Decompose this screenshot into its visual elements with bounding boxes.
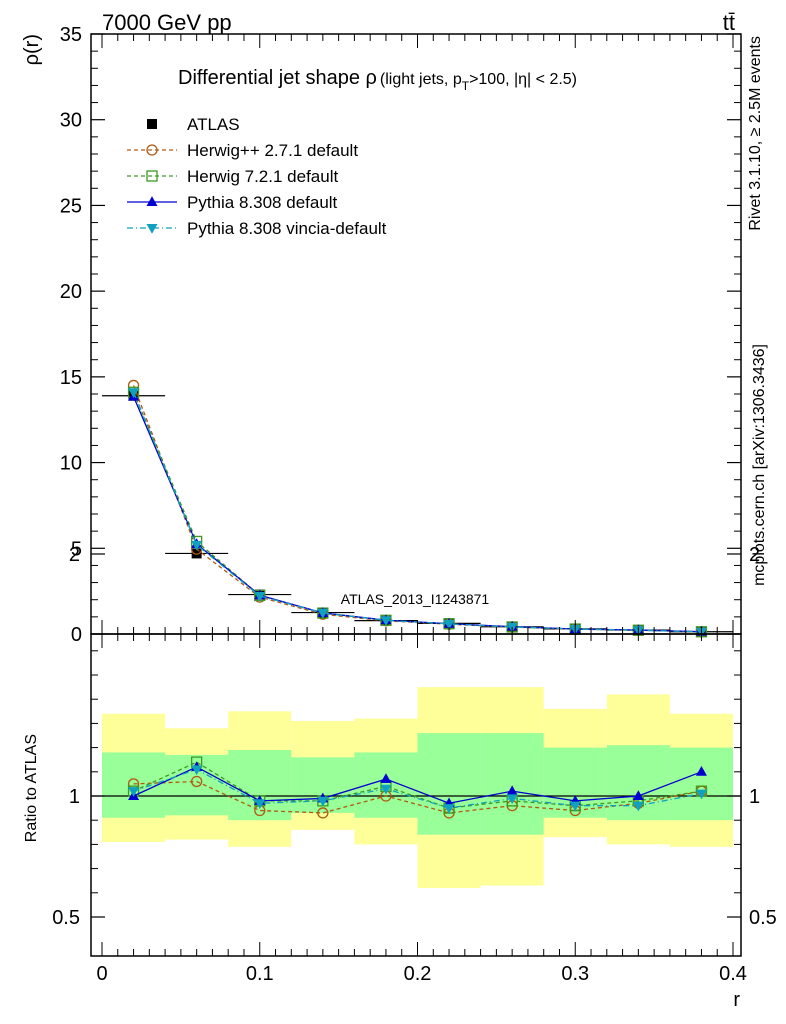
ratio-series-3-point-5 [443,804,455,814]
ratio-series-3-point-9 [695,789,707,800]
ratio-ytick-label-left-0: 0.5 [52,907,80,929]
legend-label-0: ATLAS [187,115,240,134]
ratio-series-3-point-8 [632,801,644,812]
ratio-series-0-point-3 [317,807,329,819]
ratio-series-2-point-6 [506,785,518,796]
ratio-series-line-3 [133,768,702,809]
legend-marker-4 [146,224,158,234]
ratio-series-3-point-3 [317,796,329,807]
mcplots-label: mcplots.cern.ch [arXiv:1306.3436] [751,344,768,586]
ratio-band-green-6 [480,733,544,835]
main-ytick-label-1: 5 [71,538,82,560]
main-title-suffix: (light jets, p [380,71,462,88]
ratio-series-3-point-1 [191,765,203,776]
main-ylabel: ρ(r) [21,34,43,65]
main-series-4-point-4 [380,616,392,627]
ratio-panel: 0 0.1 0.2 0.3 0.4 0.5 0.5 1 1 2 2 [52,544,777,985]
legend-marker-1 [146,144,158,156]
ratio-xtick-label-3: 0.3 [561,963,589,985]
ratio-band-green-5 [417,733,481,835]
ratio-series-line-1 [133,761,702,809]
ratio-xlabel: r [733,989,740,1011]
main-ytick-label-7: 35 [60,24,82,46]
ratio-xtick-label-4: 0.4 [719,963,747,985]
legend-label-4: Pythia 8.308 vincia-default [187,219,387,238]
main-ytick-label-3: 15 [60,367,82,389]
ratio-ytick-label-right-0: 0.5 [749,907,777,929]
main-ytick-label-0: 0 [71,624,82,646]
ratio-ytick-label-left-1: 1 [69,786,80,808]
legend-label-3: Pythia 8.308 default [187,193,338,212]
ratio-series-3-point-0 [128,787,140,797]
main-series-4-point-5 [443,619,455,630]
legend: ATLAS Herwig++ 2.7.1 default Herwig 7.2.1 … [127,115,387,238]
ratio-band-green-0 [102,752,166,818]
main-title-sub: T [462,79,470,93]
ratio-ytick-label-right-2: 2 [749,544,760,566]
ratio-series-3-point-6 [506,794,518,805]
main-ytick-label-4: 20 [60,281,82,303]
ratio-band-green-9 [669,747,733,821]
main-ytick-label-5: 25 [60,195,82,217]
ratio-ylabel: Ratio to ATLAS [23,734,40,842]
ratio-series-2-point-9 [695,766,707,776]
atlas-point-1 [191,548,202,559]
header-left: 7000 GeV pp [102,10,232,35]
ratio-series-3-point-4 [380,784,392,795]
ratio-xtick-label-1: 0.1 [246,963,274,985]
analysis-watermark: ATLAS_2013_I1243871 [341,591,490,607]
ratio-series-3-point-2 [254,799,266,810]
main-series-4-point-1 [191,540,203,551]
header-right: tt̄ [723,10,735,35]
main-series-4-point-0 [128,388,140,399]
main-ytick-label-6: 30 [60,110,82,132]
ratio-ytick-label-right-1: 1 [749,786,760,808]
ratio-frame [90,633,742,957]
ratio-xtick-label-2: 0.2 [404,963,432,985]
ratio-series-line-0 [133,780,702,814]
ratio-xtick-label-0: 0 [96,963,107,985]
legend-label-1: Herwig++ 2.7.1 default [187,141,358,160]
legend-marker-3 [146,196,158,206]
main-panel: 0 5 10 15 20 25 30 35 [60,24,742,646]
legend-marker-0 [147,119,157,129]
main-title-text: Differential jet shape ρ [178,67,377,89]
main-series-4-point-3 [317,608,329,619]
ratio-series-0-point-1 [190,775,203,788]
main-series-4-point-2 [254,591,266,602]
ratio-series-line-2 [133,766,702,804]
ratio-series-2-point-8 [632,790,644,800]
legend-label-2: Herwig 7.2.1 default [187,167,338,186]
ratio-ytick-label-left-2: 2 [69,544,80,566]
rivet-label: Rivet 3.1.10, ≥ 2.5M events [747,36,764,231]
main-title: Differential jet shape ρ (light jets, pT>… [178,67,577,93]
ratio-band-green-2 [228,750,292,821]
ratio-series-3-point-7 [569,801,581,812]
ratio-series-2-point-4 [380,773,392,784]
main-title-rest: >100, |η| < 2.5) [469,71,577,88]
main-ytick-label-2: 10 [60,453,82,475]
legend-marker-2 [146,170,158,182]
